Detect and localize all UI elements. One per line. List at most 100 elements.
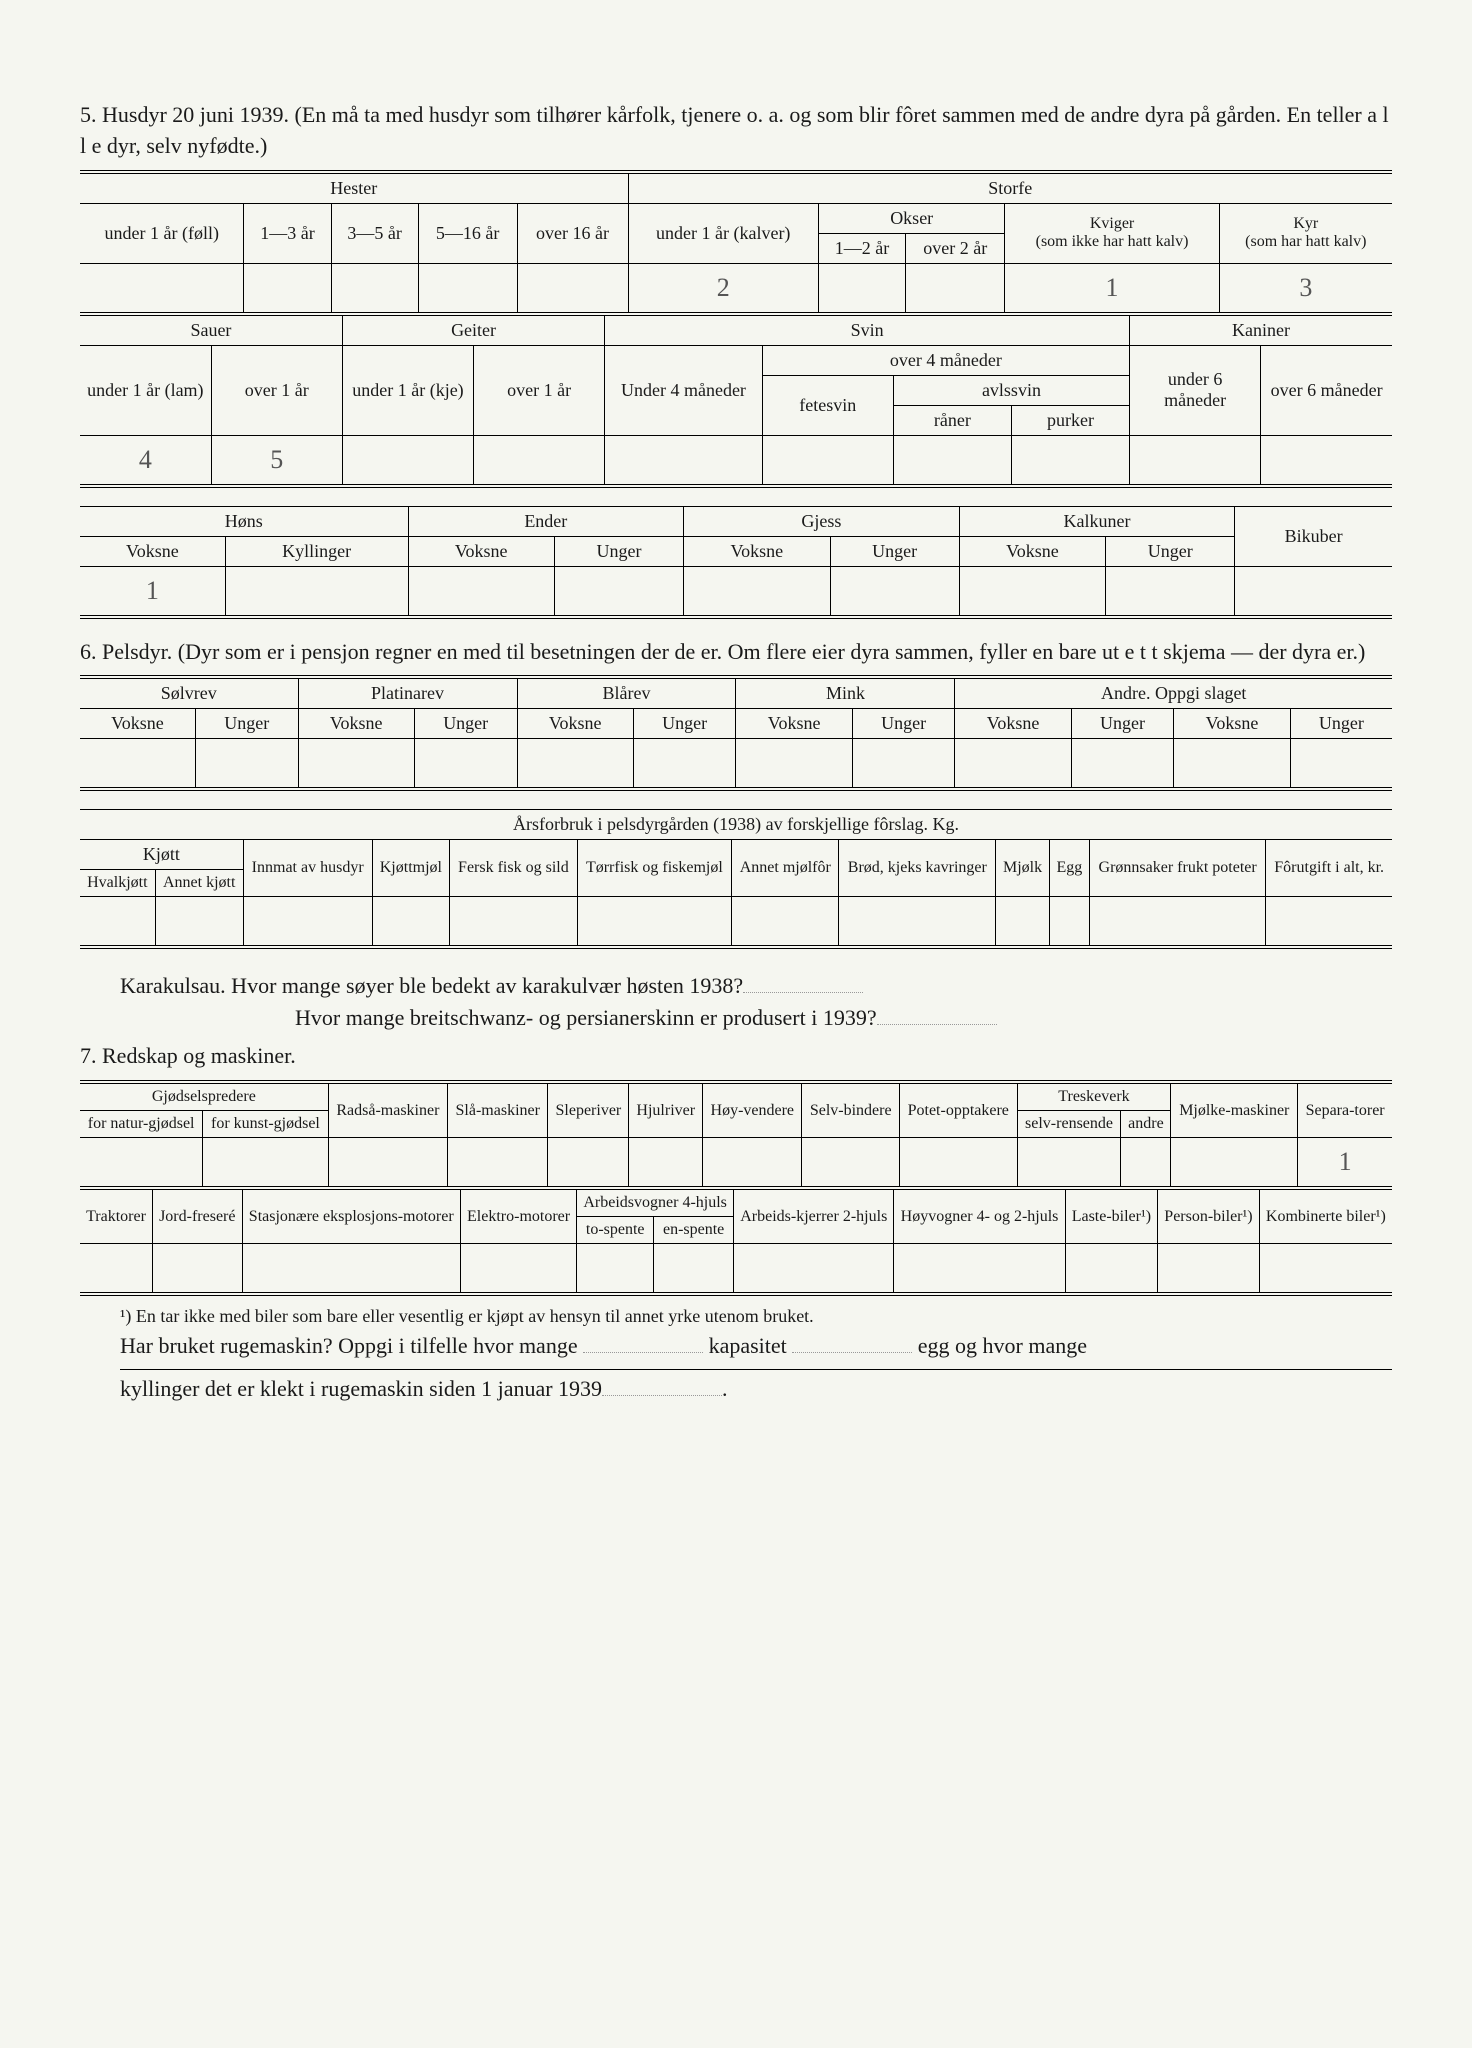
group-sauer: Sauer <box>80 316 342 346</box>
hester-col-4: over 16 år <box>517 203 628 263</box>
ars-v-4 <box>450 897 577 948</box>
r1-c-1: Slå-maskiner <box>448 1082 548 1138</box>
r2-ar-0: to-spente <box>577 1217 654 1244</box>
storfe-val-4: 3 <box>1219 263 1392 314</box>
pels-g3: Mink <box>736 677 955 709</box>
section-5-heading: 5. Husdyr 20 juni 1939. (En må ta med hu… <box>80 100 1392 162</box>
hester-val-2 <box>331 263 418 314</box>
pels-c-5: Unger <box>633 709 736 739</box>
poultry-val-0: 1 <box>80 566 225 617</box>
r1-c-2: Sleperiver <box>548 1082 629 1138</box>
r2-v-9 <box>1158 1244 1260 1295</box>
section-5-title: Husdyr 20 juni 1939. (En må ta med husdy… <box>80 102 1389 158</box>
storfe-val-2 <box>906 263 1005 314</box>
okser-col-0: 1—2 år <box>818 233 905 263</box>
r1-v-8 <box>899 1138 1017 1189</box>
ars-v-2 <box>243 897 372 948</box>
r1-v-4 <box>548 1138 629 1189</box>
pels-andre: Andre. Oppgi slaget <box>955 677 1392 709</box>
table-sauer-geiter-svin-kaniner: Sauer Geiter Svin Kaniner under 1 år (la… <box>80 316 1392 488</box>
ars-v-0 <box>80 897 155 948</box>
ars-c-1: Kjøttmjøl <box>372 840 450 897</box>
r2-c2-2: Laste-biler¹) <box>1065 1190 1158 1244</box>
kaniner-col-1: over 6 måneder <box>1261 345 1392 435</box>
ender-voksne: Voksne <box>408 536 554 566</box>
r2-ar-1: en-spente <box>654 1217 734 1244</box>
kaniner-val-0 <box>1130 435 1261 486</box>
ars-v-11 <box>1266 897 1392 948</box>
pels-v-7 <box>852 739 955 790</box>
gjess-voksne: Voksne <box>684 536 830 566</box>
hons-kyllinger: Kyllinger <box>225 536 408 566</box>
gjess-unger: Unger <box>830 536 959 566</box>
svin-fetesvin: fetesvin <box>762 375 893 435</box>
pels-v-6 <box>736 739 852 790</box>
table-redskap-1: Gjødselspredere Radså-maskiner Slå-maski… <box>80 1080 1392 1190</box>
hester-val-0 <box>80 263 244 314</box>
r1-v-11 <box>1171 1138 1298 1189</box>
pels-g2: Blårev <box>517 677 736 709</box>
r1-tr-0: selv-rensende <box>1017 1111 1121 1138</box>
geiter-col-0: under 1 år (kje) <box>342 345 473 435</box>
arsforbruk-title: Årsforbruk i pelsdyrgården (1938) av for… <box>80 810 1392 840</box>
pels-v-9 <box>1071 739 1174 790</box>
pels-c-10: Voksne <box>1174 709 1290 739</box>
r1-v-9 <box>1017 1138 1121 1189</box>
group-hester: Hester <box>80 172 628 204</box>
r2-arbeid: Arbeidsvogner 4-hjuls <box>577 1190 734 1217</box>
hester-val-1 <box>244 263 331 314</box>
ars-c-0: Innmat av husdyr <box>243 840 372 897</box>
ars-v-8 <box>996 897 1050 948</box>
geiter-col-1: over 1 år <box>474 345 605 435</box>
poultry-val-1 <box>225 566 408 617</box>
r2-v-0 <box>80 1244 152 1295</box>
poultry-val-6 <box>959 566 1105 617</box>
ender-unger: Unger <box>554 536 683 566</box>
ars-c-9: Fôrutgift i alt, kr. <box>1266 840 1392 897</box>
r2-v-5 <box>654 1244 734 1295</box>
storfe-okser: Okser <box>818 203 1005 233</box>
r1-r-1: Separa-torer <box>1298 1082 1392 1138</box>
group-hons: Høns <box>80 506 408 536</box>
pels-c-7: Unger <box>852 709 955 739</box>
r2-c2-3: Person-biler¹) <box>1158 1190 1260 1244</box>
r1-gj-1: for kunst-gjødsel <box>203 1111 328 1138</box>
sauer-col-0: under 1 år (lam) <box>80 345 211 435</box>
group-gjess: Gjess <box>684 506 960 536</box>
storfe-under1: under 1 år (kalver) <box>628 203 818 263</box>
pels-c-9: Unger <box>1071 709 1174 739</box>
ars-v-5 <box>577 897 732 948</box>
storfe-val-0: 2 <box>628 263 818 314</box>
hester-val-4 <box>517 263 628 314</box>
pels-v-1 <box>195 739 298 790</box>
pels-v-11 <box>1290 739 1392 790</box>
r1-gjod: Gjødselspredere <box>80 1082 328 1111</box>
pels-c-0: Voksne <box>80 709 195 739</box>
r2-v-2 <box>242 1244 460 1295</box>
r2-c2-1: Høyvogner 4- og 2-hjuls <box>894 1190 1065 1244</box>
r2-v-1 <box>152 1244 242 1295</box>
poultry-val-2 <box>408 566 554 617</box>
kalkuner-voksne: Voksne <box>959 536 1105 566</box>
svin-avl-0: råner <box>893 405 1011 435</box>
poultry-val-5 <box>830 566 959 617</box>
ars-v-10 <box>1089 897 1265 948</box>
group-storfe: Storfe <box>628 172 1392 204</box>
r1-gj-0: for natur-gjødsel <box>80 1111 203 1138</box>
svin-under4: Under 4 måneder <box>605 345 762 435</box>
ars-c-2: Fersk fisk og sild <box>450 840 577 897</box>
r2-v-6 <box>734 1244 894 1295</box>
r1-tr-1: andre <box>1121 1111 1171 1138</box>
ars-v-6 <box>732 897 839 948</box>
poultry-val-8 <box>1235 566 1392 617</box>
karakul-line-1: Karakulsau. Hvor mange søyer ble bedekt … <box>120 973 1392 999</box>
section-7-title: Redskap og maskiner. <box>102 1043 296 1068</box>
poultry-val-3 <box>554 566 683 617</box>
group-kalkuner: Kalkuner <box>959 506 1235 536</box>
kaniner-val-1 <box>1261 435 1392 486</box>
pels-v-10 <box>1174 739 1290 790</box>
r2-v-7 <box>894 1244 1065 1295</box>
pels-v-4 <box>517 739 633 790</box>
pels-c-1: Unger <box>195 709 298 739</box>
pels-v-2 <box>298 739 414 790</box>
